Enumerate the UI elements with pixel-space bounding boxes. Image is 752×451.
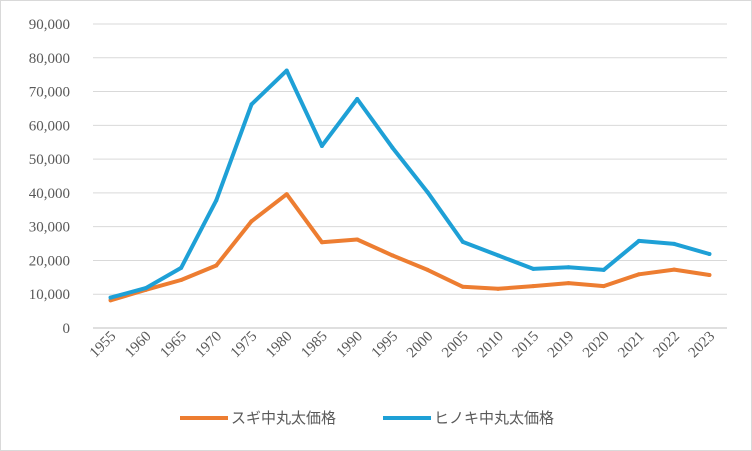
data-point	[566, 265, 571, 270]
data-point	[707, 272, 712, 277]
data-point	[284, 68, 289, 73]
x-tick-label: 2015	[510, 329, 543, 362]
data-point	[319, 240, 324, 245]
data-point	[425, 190, 430, 195]
y-tick-label: 0	[63, 321, 71, 337]
data-point	[531, 266, 536, 271]
data-point	[214, 198, 219, 203]
data-point	[566, 281, 571, 286]
x-tick-label: 2023	[686, 329, 719, 362]
data-point	[355, 237, 360, 242]
y-tick-label: 60,000	[29, 118, 70, 134]
data-point	[601, 267, 606, 272]
x-tick-label: 1980	[263, 329, 296, 362]
data-point	[672, 267, 677, 272]
x-tick-label: 2022	[650, 329, 683, 362]
data-point	[460, 239, 465, 244]
data-point	[179, 278, 184, 283]
series-line-1	[108, 68, 712, 300]
x-axis-ticks: 1955 1960 1965 1970 1975 1980 1985 1990 1995 2000…	[87, 329, 718, 362]
gridlines	[93, 23, 727, 329]
data-point	[460, 284, 465, 289]
x-tick-label: 1990	[333, 329, 366, 362]
data-point	[601, 284, 606, 289]
x-tick-label: 2005	[439, 329, 472, 362]
y-tick-label: 20,000	[29, 253, 70, 269]
data-point	[496, 253, 501, 258]
data-point	[355, 96, 360, 101]
x-tick-label: 1955	[87, 329, 120, 362]
x-tick-label: 1970	[193, 329, 226, 362]
legend: スギ中丸太価格 ヒノキ中丸太価格	[180, 409, 554, 427]
y-tick-label: 30,000	[29, 220, 70, 236]
data-point	[425, 267, 430, 272]
data-point	[143, 286, 148, 291]
x-tick-label: 2010	[474, 329, 507, 362]
data-point	[214, 263, 219, 268]
data-point	[179, 265, 184, 270]
y-tick-label: 10,000	[29, 287, 70, 303]
x-tick-label: 1975	[228, 329, 261, 362]
data-point	[284, 192, 289, 197]
series-lines	[108, 68, 712, 303]
x-tick-label: 2000	[404, 329, 437, 362]
x-tick-label: 1995	[369, 329, 402, 362]
data-point	[636, 238, 641, 243]
x-tick-label: 2020	[580, 329, 613, 362]
x-tick-label: 2019	[545, 329, 578, 362]
data-point	[108, 295, 113, 300]
y-tick-label: 40,000	[29, 186, 70, 202]
data-point	[496, 286, 501, 291]
data-point	[249, 102, 254, 107]
x-tick-label: 1960	[122, 329, 155, 362]
data-point	[390, 145, 395, 150]
y-tick-label: 80,000	[29, 51, 70, 67]
data-point	[531, 284, 536, 289]
y-tick-label: 90,000	[29, 17, 70, 33]
data-point	[249, 219, 254, 224]
x-tick-label: 1985	[298, 329, 331, 362]
x-tick-label: 1965	[157, 329, 190, 362]
data-point	[390, 253, 395, 258]
x-tick-label: 2021	[615, 329, 648, 362]
data-point	[636, 272, 641, 277]
data-point	[707, 252, 712, 257]
y-tick-label: 50,000	[29, 152, 70, 168]
legend-label-sugi: スギ中丸太価格	[231, 409, 336, 427]
y-axis-ticks: 0 10,000 20,000 30,000 40,000 50,000 60,000 70,…	[29, 17, 70, 337]
y-tick-label: 70,000	[29, 85, 70, 101]
legend-label-hinoki: ヒノキ中丸太価格	[434, 409, 554, 427]
data-point	[319, 143, 324, 148]
series-line-0	[108, 192, 712, 303]
data-point	[672, 241, 677, 246]
